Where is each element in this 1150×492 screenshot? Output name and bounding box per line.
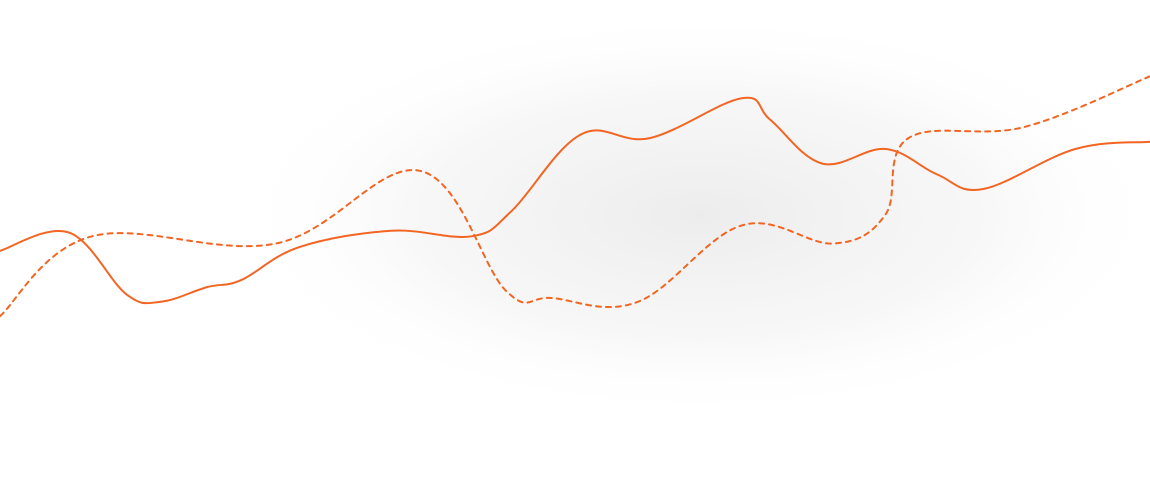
solid-series-line — [0, 96, 1150, 305]
series-layer — [0, 75, 1150, 318]
background-glow — [230, 10, 1150, 420]
dashed-series-line — [0, 75, 1150, 318]
